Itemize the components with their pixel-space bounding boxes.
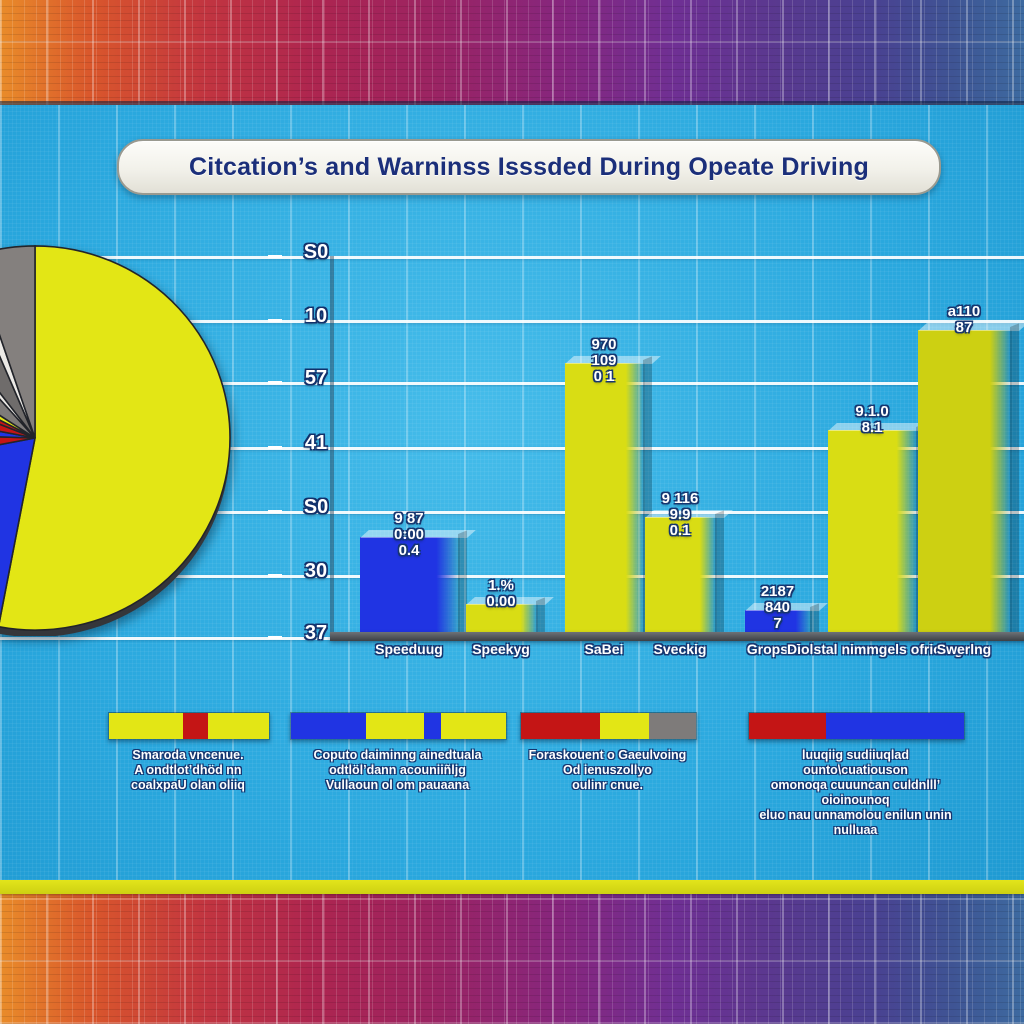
legend-swatch — [520, 712, 697, 740]
legend-entry-2[interactable]: Coputo daiminng ainedtuala odtlöl’dann a… — [290, 712, 507, 793]
pie-chart — [0, 240, 295, 640]
x-tick-label: Sveckig — [653, 641, 707, 657]
grid-line — [0, 575, 1024, 578]
bar[interactable] — [565, 356, 661, 637]
grid-line — [0, 320, 1024, 323]
bar-face — [828, 430, 916, 637]
page-title: Citcation’s and Warninss Isssded During … — [189, 152, 869, 181]
x-tick-label: Swerlng — [936, 641, 992, 657]
y-tick-label: 10 — [304, 305, 328, 327]
bottom-gradient-border — [0, 888, 1024, 1024]
y-tick-label: S0 — [303, 496, 329, 518]
y-tick-label: 30 — [304, 560, 328, 582]
x-tick-label: Gropsalo — [746, 641, 809, 657]
x-tick-label: Speeduug — [375, 641, 443, 657]
legend-swatch-segment — [648, 713, 696, 739]
legend-swatch-segment — [366, 713, 425, 739]
chart-title-plaque: Citcation’s and Warninss Isssded During … — [117, 139, 941, 195]
legend-entry-3[interactable]: Foraskouent o Gaeulvoing Od ienuszollyo … — [520, 712, 697, 793]
bar-face — [466, 603, 536, 637]
x-tick-label: Speekyg — [472, 641, 530, 657]
y-tick-label: S0 — [303, 241, 329, 263]
legend-swatch-segment — [424, 713, 442, 739]
bar[interactable] — [828, 423, 934, 637]
y-tick-mark — [268, 574, 282, 577]
bar-face — [918, 330, 1010, 637]
legend-swatch — [290, 712, 507, 740]
grid-line — [0, 382, 1024, 385]
legend-caption: Coputo daiminng ainedtuala odtlöl’dann a… — [313, 748, 482, 792]
legend-swatch-segment — [441, 713, 506, 739]
bar[interactable] — [360, 529, 476, 637]
x-tick-label: Diolstal nimmgels ofriolog — [787, 641, 963, 657]
top-divider-stripe — [0, 101, 1024, 106]
pie-chart-svg — [0, 245, 231, 636]
legend-caption: Foraskouent o Gaeulvoing Od ienuszollyo … — [528, 748, 687, 792]
bar-face — [360, 536, 458, 637]
legend-swatch-segment — [749, 713, 827, 739]
bottom-yellow-stripe — [0, 878, 1024, 894]
y-tick-label: 57 — [304, 367, 328, 389]
y-tick-mark — [268, 255, 282, 258]
bar-face — [565, 363, 643, 637]
legend-swatch-segment — [109, 713, 183, 739]
pie-slice[interactable] — [0, 245, 36, 439]
legend-caption: Smaroda vncenue. A ondtlot’dhöd nn coalx… — [131, 748, 245, 792]
legend-swatch-segment — [599, 713, 649, 739]
legend-swatch-segment — [182, 713, 209, 739]
legend-swatch — [108, 712, 270, 740]
y-tick-mark — [268, 510, 282, 513]
bar-side-face — [715, 510, 724, 637]
bar[interactable] — [918, 323, 1024, 637]
legend-entry-1[interactable]: Smaroda vncenue. A ondtlot’dhöd nn coalx… — [108, 712, 270, 793]
y-tick-mark — [268, 446, 282, 449]
legend-swatch-segment — [521, 713, 600, 739]
pie-slice[interactable] — [0, 367, 36, 439]
y-tick-mark — [268, 636, 282, 639]
grid-line — [0, 511, 1024, 514]
grid-line — [0, 447, 1024, 450]
pie-slice[interactable] — [0, 436, 37, 627]
y-axis-line — [330, 256, 334, 636]
bar-side-face — [536, 596, 545, 637]
pie-slice[interactable] — [0, 245, 231, 631]
bar-face — [645, 516, 715, 637]
y-tick-mark — [268, 319, 282, 322]
bar-side-face — [1010, 323, 1019, 637]
y-tick-mark — [268, 381, 282, 384]
legend-swatch — [748, 712, 965, 740]
bar-top-face — [918, 323, 1024, 332]
legend-entry-4[interactable]: luuqiig sudiiuqlad ounto\cuatiouson omon… — [748, 712, 965, 838]
legend-swatch-segment — [826, 713, 964, 739]
chart-panel — [0, 105, 1024, 880]
x-axis-baseline — [330, 632, 1024, 641]
y-tick-label: 37 — [304, 622, 328, 644]
x-tick-label: SaBei — [584, 641, 624, 657]
top-gradient-border — [0, 0, 1024, 105]
y-tick-label: 41 — [304, 432, 328, 454]
bar[interactable] — [645, 509, 733, 637]
pie-slice[interactable] — [0, 432, 36, 474]
legend-caption: luuqiig sudiiuqlad ounto\cuatiouson omon… — [759, 748, 952, 837]
bar[interactable] — [466, 596, 554, 637]
legend-swatch-segment — [208, 713, 269, 739]
legend-swatch-segment — [291, 713, 367, 739]
grid-line — [0, 256, 1024, 259]
